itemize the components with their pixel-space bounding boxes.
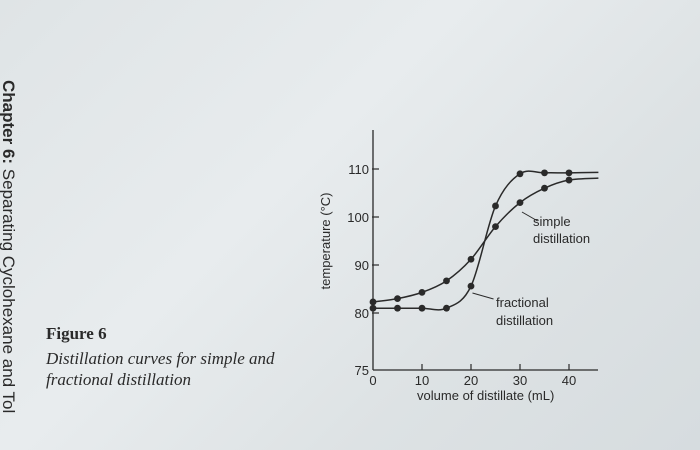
data-point	[516, 170, 524, 178]
fractional-distillation-curve	[373, 170, 599, 311]
data-point	[443, 304, 450, 312]
simple-leader-line	[521, 211, 538, 222]
data-point	[492, 223, 499, 231]
data-point	[443, 277, 450, 285]
y-axis-label: temperature (°C)	[318, 193, 333, 290]
figure-description: Distillation curves for simple and fract…	[46, 349, 275, 389]
x-tick-label: 40	[562, 373, 576, 388]
data-point	[394, 295, 401, 302]
fractional-label: fractional	[496, 295, 549, 310]
y-tick-label: 90	[355, 258, 369, 273]
simple-label: distillation	[533, 231, 590, 246]
data-point	[394, 304, 401, 312]
x-tick-label: 20	[464, 373, 478, 388]
fractional-leader-line	[472, 292, 494, 300]
simple-distillation-curve	[372, 177, 599, 303]
data-point	[418, 304, 426, 312]
x-tick-label: 30	[513, 373, 527, 388]
figure-caption: Figure 6 Distillation curves for simple …	[46, 324, 306, 390]
fractional-label: distillation	[496, 313, 553, 328]
y-tick-label: 75	[355, 363, 369, 378]
figure-title: Figure 6	[46, 324, 107, 343]
data-point	[492, 202, 499, 210]
data-point	[467, 255, 475, 263]
y-tick-label: 100	[347, 210, 369, 225]
x-tick-label: 0	[369, 373, 376, 388]
simple-label: simple	[533, 214, 571, 229]
y-tick-label: 110	[348, 162, 369, 177]
data-point	[418, 288, 426, 296]
chart-annotations: simple distillation fractional distillation	[472, 211, 590, 328]
y-tick-label: 80	[355, 306, 369, 321]
x-tick-label: 10	[415, 373, 429, 388]
data-point	[565, 169, 573, 177]
chart-points	[369, 169, 573, 312]
data-point	[467, 282, 475, 290]
data-point	[565, 176, 573, 184]
chart-axes: 75 80 90 100 110 0 10 20 30 40 volume of distillat…	[318, 130, 598, 403]
data-point	[516, 199, 524, 207]
chart-curves	[372, 170, 599, 311]
x-axis-label: volume of distillate (mL)	[417, 388, 554, 403]
data-point	[541, 184, 548, 192]
data-point	[369, 298, 377, 306]
data-point	[541, 169, 548, 177]
data-point	[369, 304, 377, 312]
